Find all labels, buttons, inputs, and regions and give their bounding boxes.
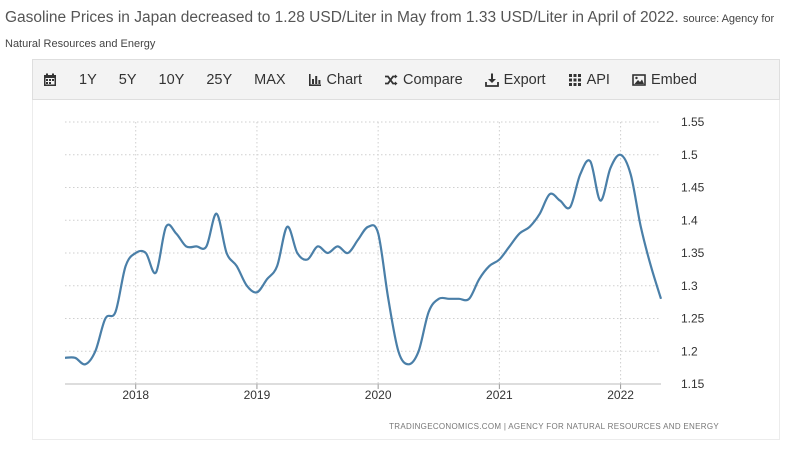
y-tick-label: 1.2 — [681, 344, 698, 358]
api-button[interactable]: API — [568, 72, 610, 88]
download-icon — [484, 73, 499, 87]
x-tick-label: 2021 — [486, 388, 513, 402]
embed-button-label: Embed — [650, 71, 697, 88]
chart-button-label: Chart — [326, 71, 363, 88]
y-tick-label: 1.55 — [681, 115, 705, 129]
x-tick-label: 2020 — [365, 388, 392, 402]
range-max-button[interactable]: MAX — [254, 71, 286, 88]
x-tick-label: 2018 — [122, 388, 149, 402]
range-1y-button[interactable]: 1Y — [79, 71, 97, 88]
range-10y-button[interactable]: 10Y — [158, 71, 185, 88]
shuffle-icon — [385, 74, 398, 85]
bar-chart-icon — [308, 73, 321, 86]
compare-button[interactable]: Compare — [384, 72, 463, 88]
calendar-icon — [44, 73, 56, 86]
y-tick-label: 1.35 — [681, 246, 705, 260]
y-tick-label: 1.15 — [681, 377, 705, 391]
y-axis: 1.15 1.2 1.25 1.3 1.35 1.4 1.45 1.5 1.55 — [681, 115, 705, 391]
footer-credit: TRADINGECONOMICS.COM | AGENCY FOR NATURA… — [389, 422, 719, 431]
line-chart: 1.151.21.251.31.351.41.451.51.55 2018 201… — [64, 115, 719, 431]
y-tick-label: 1.3 — [681, 279, 698, 293]
export-button-label: Export — [503, 71, 546, 88]
range-25y-button[interactable]: 25Y — [206, 71, 233, 88]
y-tick-label: 1.45 — [681, 181, 705, 195]
embed-button[interactable]: Embed — [632, 72, 697, 88]
range-5y-button[interactable]: 5Y — [118, 71, 137, 88]
y-tick-label: 1.5 — [681, 148, 698, 162]
y-tick-label: 1.4 — [681, 213, 698, 227]
series-layer — [64, 153, 663, 366]
api-button-label: API — [586, 71, 610, 88]
y-tick-label: 1.25 — [681, 312, 705, 326]
chart-button[interactable]: Chart — [308, 72, 362, 88]
x-tick-label: 2019 — [244, 388, 271, 402]
grid-icon — [568, 73, 581, 86]
series-line — [64, 153, 663, 366]
grid-layer — [65, 121, 661, 385]
x-tick-label: 2022 — [607, 388, 634, 402]
x-axis: 2018 2019 2020 2021 2022 — [65, 383, 661, 402]
compare-button-label: Compare — [403, 71, 463, 88]
image-icon — [632, 73, 646, 86]
source-label: source: Agency for Natural Resources and… — [5, 13, 775, 50]
calendar-button[interactable] — [43, 73, 57, 87]
chart-toolbar: 1Y 5Y 10Y 25Y MAX Chart Compare Export — [32, 59, 780, 100]
chart-container: 1.15 1.2 1.25 1.3 1.35 1.4 1.45 1.5 1.55 2018 201… — [32, 100, 780, 440]
export-button[interactable]: Export — [484, 71, 546, 88]
headline-text: Gasoline Prices in Japan decreased to 1.… — [5, 9, 679, 26]
chart-headline: Gasoline Prices in Japan decreased to 1.… — [5, 6, 795, 56]
